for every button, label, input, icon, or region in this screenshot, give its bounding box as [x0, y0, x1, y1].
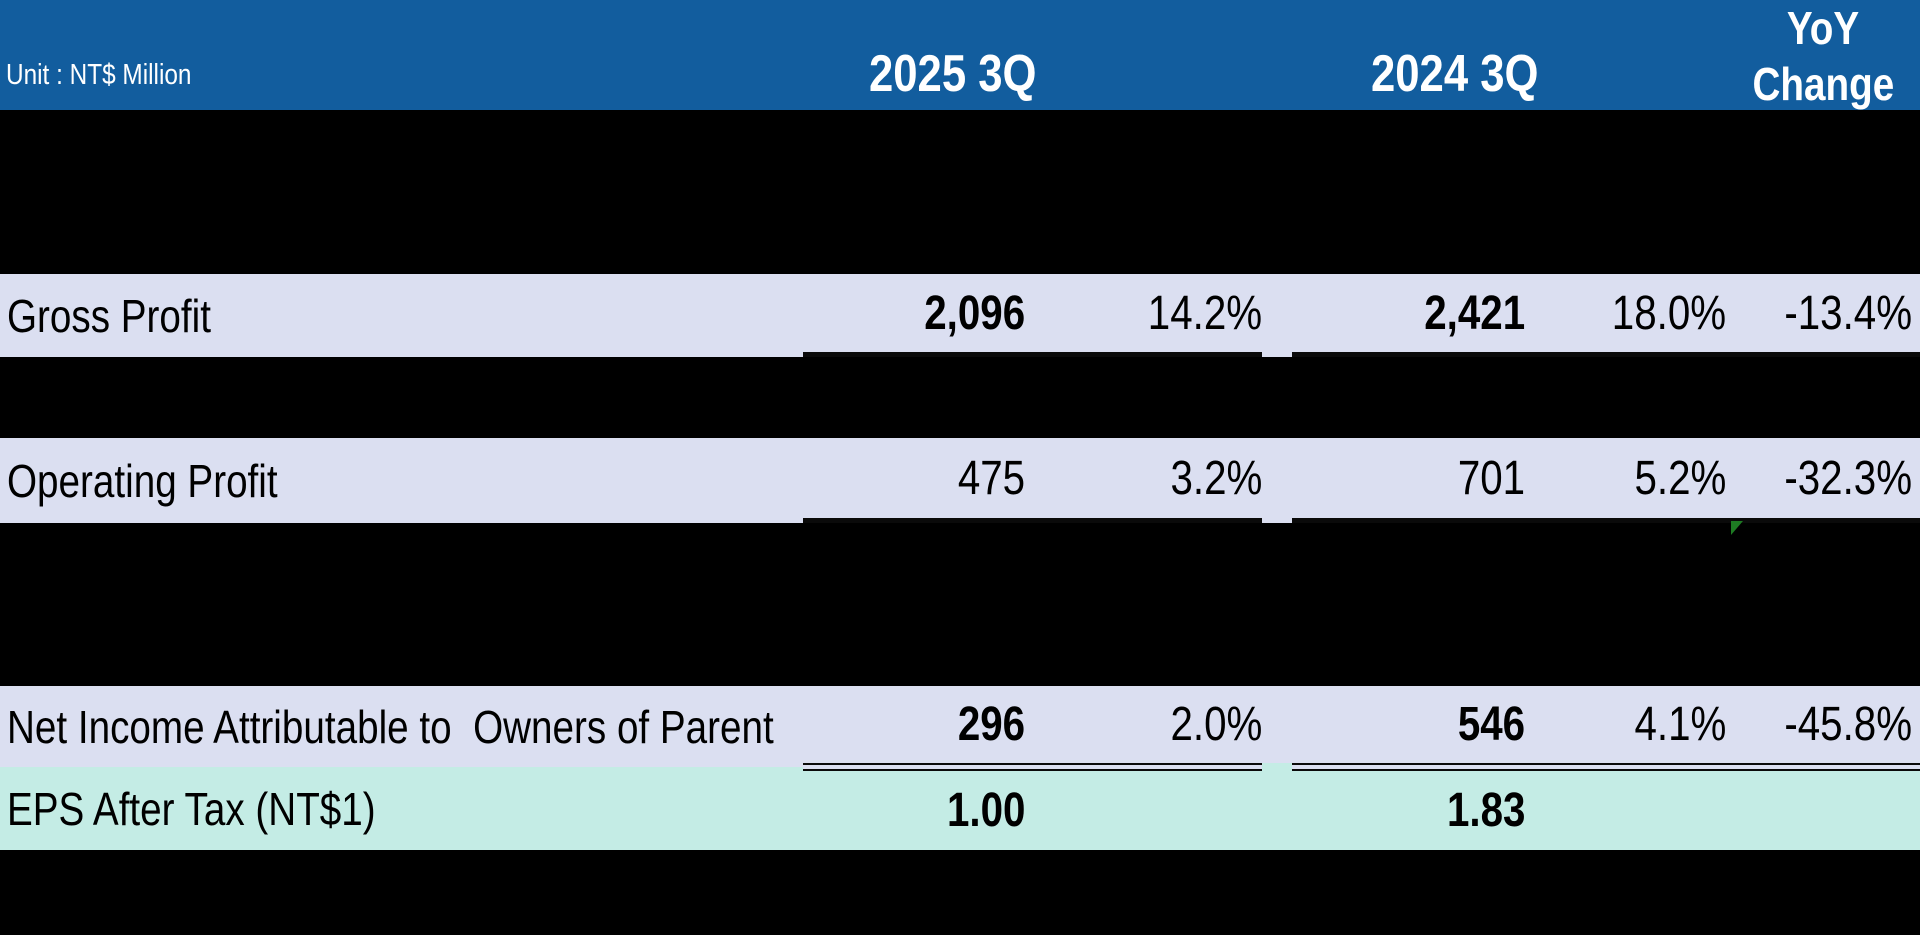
underline-segment [803, 352, 1262, 357]
net-income-value-2024-text: 546 [1457, 698, 1525, 751]
underline-segment [803, 518, 1262, 523]
net-income-pct-2024-text: 4.1% [1634, 698, 1726, 751]
gross-profit-pct-2024: 18.0% [1554, 274, 1726, 352]
row-eps-label-extension [0, 767, 803, 771]
eps-value-2025: 1.00 [840, 771, 1025, 850]
row-label-gross-profit: Gross Profit [7, 274, 807, 357]
operating-profit-pct-2024: 5.2% [1554, 438, 1726, 518]
net-income-pct-2024: 4.1% [1554, 686, 1726, 763]
net-income-pct-2025: 2.0% [1090, 686, 1262, 763]
column-header-change: Change [1738, 58, 1908, 110]
gross-profit-pct-2025-text: 14.2% [1147, 286, 1262, 340]
underline-segment [1292, 352, 1920, 357]
column-header-yoy: YoY [1738, 2, 1908, 54]
row-net-income-label-extension [0, 763, 803, 767]
column-header-change-text: Change [1752, 58, 1894, 110]
row-label-operating-profit-text: Operating Profit [7, 454, 278, 507]
unit-label-text: Unit : NT$ Million [6, 59, 192, 91]
double-underline-segment [803, 763, 1262, 771]
operating-profit-value-2025-text: 475 [957, 451, 1025, 505]
net-income-pct-2025-text: 2.0% [1170, 698, 1262, 751]
column-header-2024-3q: 2024 3Q [1355, 48, 1555, 100]
gross-profit-yoy-change-text: -13.4% [1784, 286, 1912, 340]
operating-profit-yoy-change-text: -32.3% [1784, 451, 1912, 505]
gross-profit-pct-2024-text: 18.0% [1611, 286, 1726, 340]
row-label-eps: EPS After Tax (NT$1) [7, 767, 807, 850]
gross-profit-value-2025: 2,096 [840, 274, 1025, 352]
net-income-value-2024: 546 [1340, 686, 1525, 763]
column-header-2024-3q-text: 2024 3Q [1371, 45, 1539, 103]
rule-gap-spacer [1262, 763, 1292, 771]
row-net-income [0, 686, 1920, 763]
row-label-eps-text: EPS After Tax (NT$1) [7, 782, 376, 835]
net-income-yoy-change-text: -45.8% [1784, 698, 1912, 751]
gross-profit-yoy-change: -13.4% [1739, 274, 1912, 352]
gross-profit-pct-2025: 14.2% [1090, 274, 1262, 352]
gross-profit-value-2024: 2,421 [1340, 274, 1525, 352]
operating-profit-value-2024-text: 701 [1457, 451, 1525, 505]
row-label-operating-profit: Operating Profit [7, 438, 807, 523]
net-income-value-2025: 296 [840, 686, 1025, 763]
table-header-bar: Unit : NT$ Million 2025 3Q 2024 3Q YoY C… [0, 0, 1920, 110]
operating-profit-value-2025: 475 [840, 438, 1025, 518]
row-eps [0, 771, 1920, 850]
column-header-2025-3q: 2025 3Q [853, 48, 1053, 100]
row-label-gross-profit-text: Gross Profit [7, 289, 211, 342]
operating-profit-value-2024: 701 [1340, 438, 1525, 518]
operating-profit-pct-2024-text: 5.2% [1634, 451, 1726, 505]
row-label-net-income: Net Income Attributable to Owners of Par… [7, 686, 807, 767]
operating-profit-yoy-change: -32.3% [1739, 438, 1912, 518]
operating-profit-pct-2025: 3.2% [1090, 438, 1262, 518]
gross-profit-value-2025-text: 2,096 [924, 286, 1025, 340]
unit-label: Unit : NT$ Million [6, 58, 227, 92]
underline-segment [1292, 518, 1920, 523]
double-underline-segment [1292, 763, 1920, 771]
column-header-yoy-text: YoY [1786, 2, 1860, 54]
column-header-2025-3q-text: 2025 3Q [869, 45, 1037, 103]
row-label-net-income-text: Net Income Attributable to Owners of Par… [7, 700, 774, 753]
net-income-yoy-change: -45.8% [1739, 686, 1912, 763]
eps-value-2024-text: 1.83 [1446, 784, 1525, 837]
row-gross-profit [0, 274, 1920, 357]
eps-value-2025-text: 1.00 [946, 784, 1025, 837]
gross-profit-value-2024-text: 2,421 [1424, 286, 1525, 340]
operating-profit-pct-2025-text: 3.2% [1170, 451, 1262, 505]
row-operating-profit [0, 438, 1920, 523]
green-triangle-icon [1731, 521, 1743, 535]
eps-value-2024: 1.83 [1340, 771, 1525, 850]
net-income-value-2025-text: 296 [957, 698, 1025, 751]
